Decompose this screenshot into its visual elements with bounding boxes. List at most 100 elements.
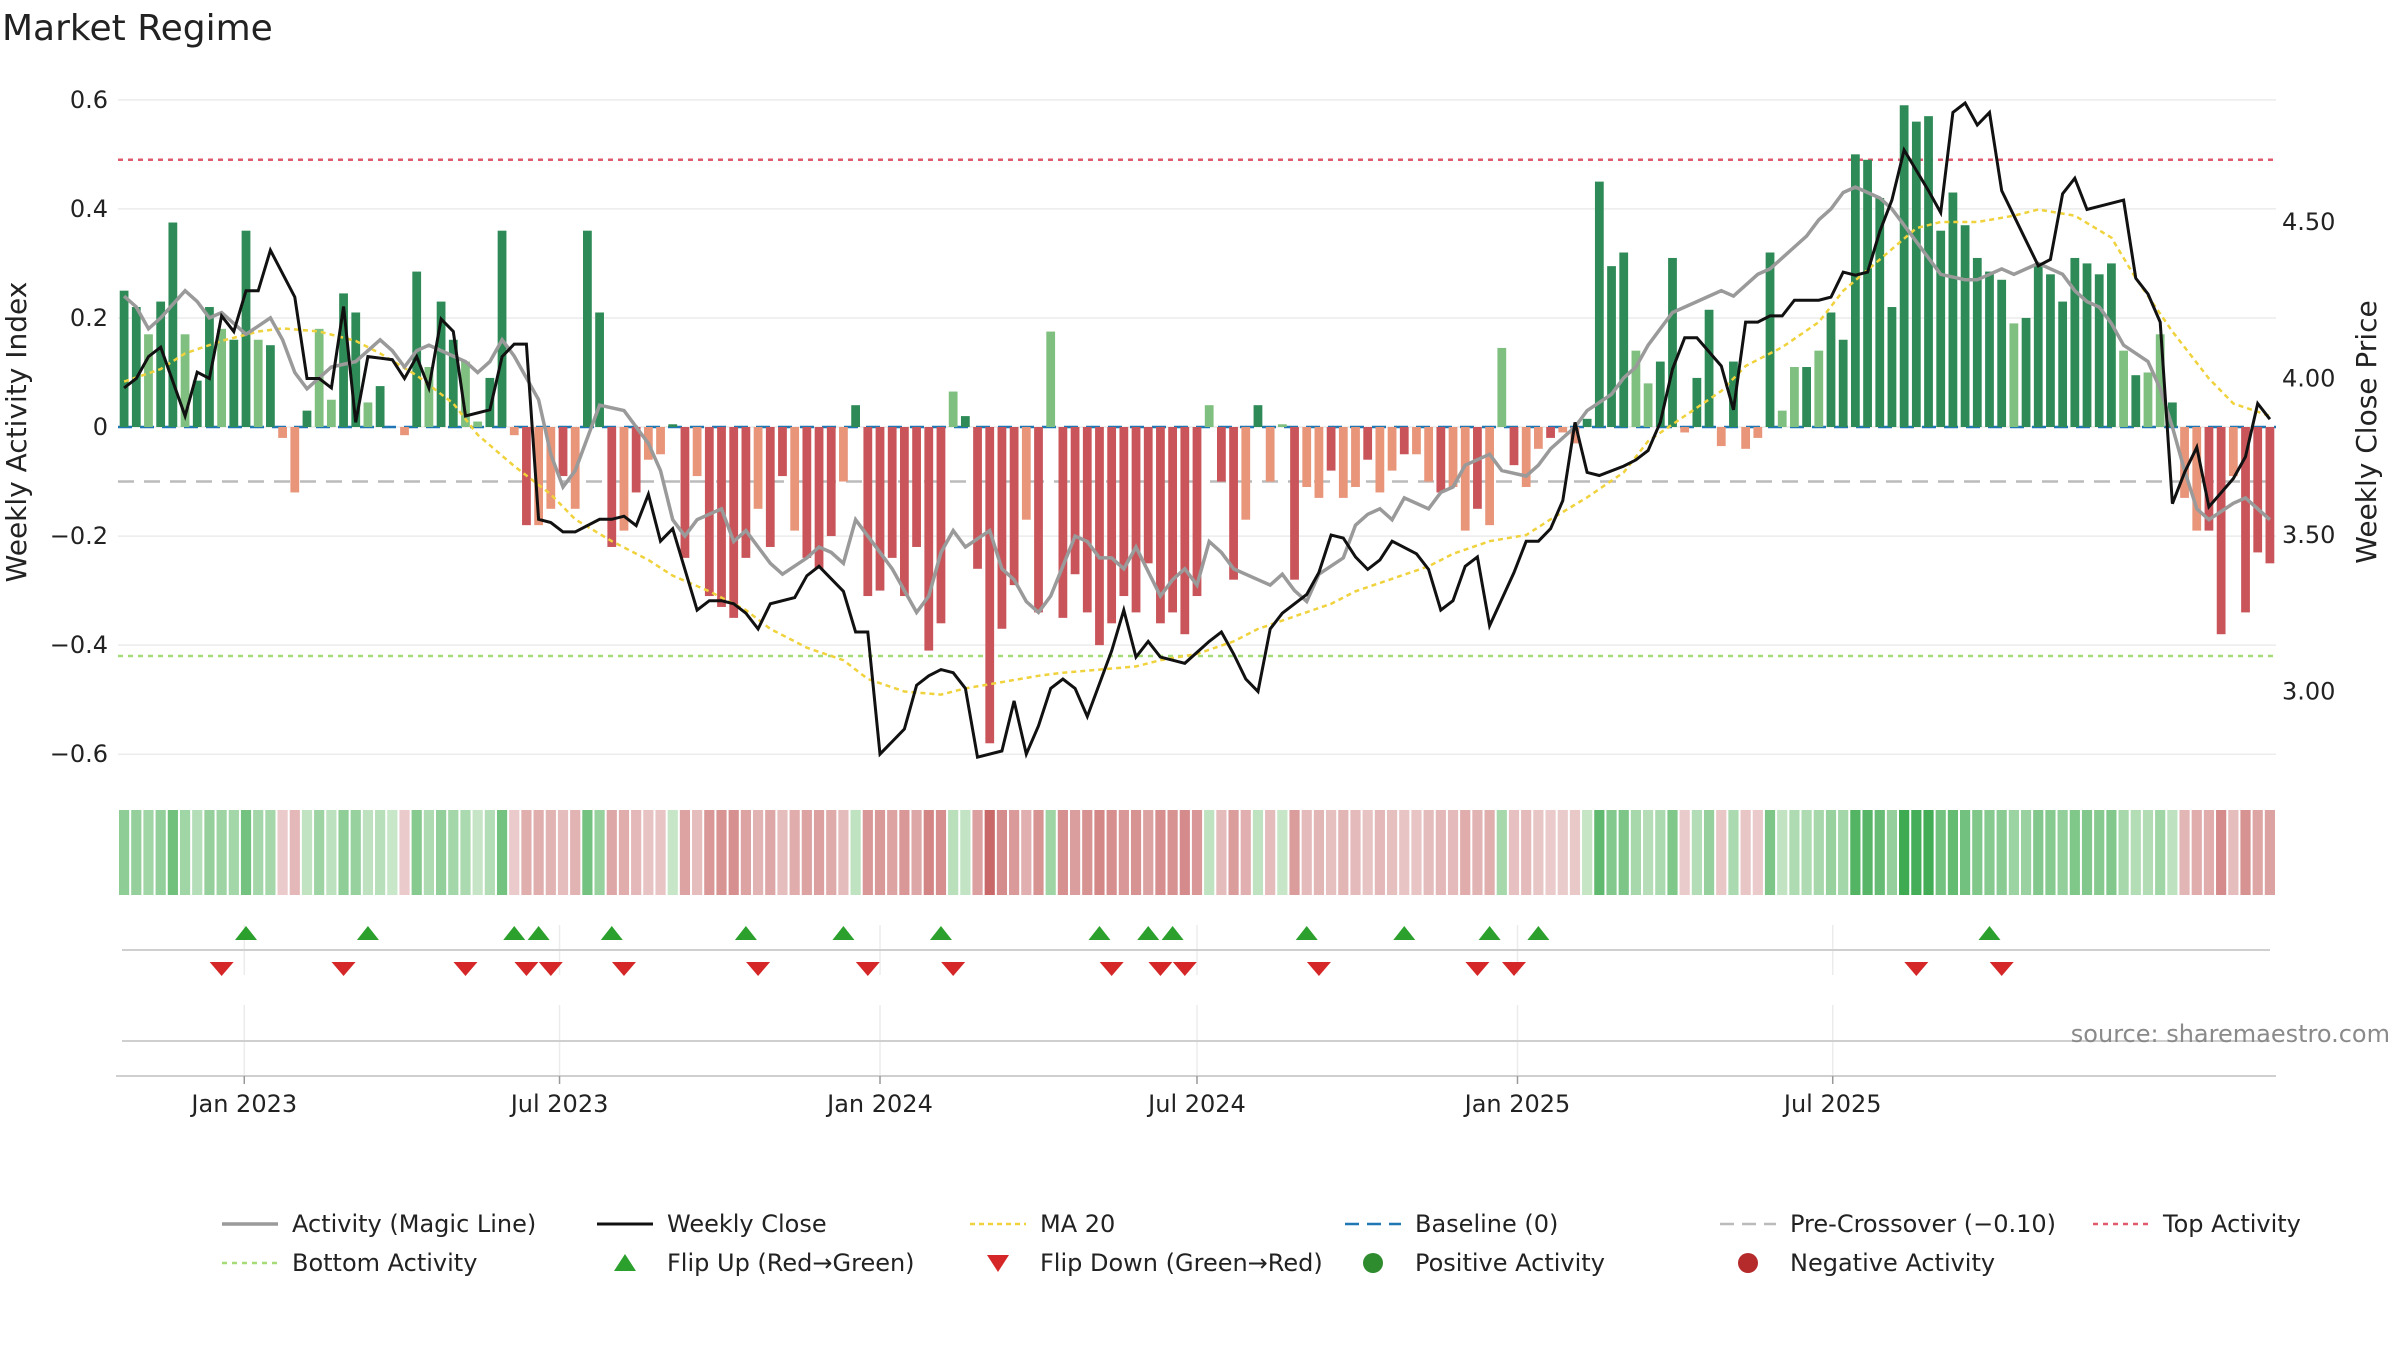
activity-bar xyxy=(948,391,958,427)
activity-bar xyxy=(1034,427,1043,613)
activity-bar xyxy=(192,380,202,427)
regime-cell xyxy=(1728,810,1739,895)
activity-bar xyxy=(1302,427,1312,487)
activity-bar xyxy=(1777,410,1787,427)
activity-bar xyxy=(1655,361,1665,427)
activity-bar xyxy=(278,427,287,438)
regime-cell xyxy=(1935,810,1946,895)
flip-down-marker xyxy=(1465,962,1490,976)
legend-item: Bottom Activity xyxy=(222,1249,477,1277)
regime-cell xyxy=(1655,810,1666,895)
regime-cell xyxy=(1923,810,1934,895)
regime-cell xyxy=(2118,810,2129,895)
regime-cell xyxy=(1191,810,1203,895)
activity-bar xyxy=(863,427,873,597)
regime-cell xyxy=(838,810,849,895)
regime-cell xyxy=(1386,810,1398,895)
regime-cell xyxy=(1069,810,1081,895)
flip-down-marker xyxy=(514,962,539,976)
activity-bar xyxy=(765,427,775,547)
activity-bar xyxy=(1924,116,1933,427)
regime-cell xyxy=(1057,810,1068,895)
activity-bar xyxy=(497,230,507,427)
regime-cell xyxy=(2179,810,2190,895)
activity-bar xyxy=(241,230,251,427)
activity-bar xyxy=(2082,263,2092,427)
regime-cell xyxy=(874,810,886,895)
activity-bar xyxy=(1753,427,1763,438)
flip-down-marker xyxy=(331,962,356,976)
activity-bar xyxy=(2216,427,2226,635)
activity-bar xyxy=(1107,427,1117,624)
activity-bar xyxy=(1290,427,1299,580)
activity-bar xyxy=(1424,427,1434,482)
x-tick-label: Jul 2024 xyxy=(1146,1090,1246,1118)
flip-down-marker xyxy=(941,962,966,976)
regime-cell xyxy=(1045,810,1056,895)
regime-cell xyxy=(1984,810,1995,895)
regime-cell xyxy=(2216,810,2227,895)
activity-bar xyxy=(1046,331,1056,427)
regime-cell xyxy=(887,810,898,895)
activity-bar xyxy=(168,222,178,427)
flip-up-marker xyxy=(503,926,526,940)
flip-up-marker xyxy=(1527,926,1550,940)
regime-cell xyxy=(1740,810,1751,895)
flip-down-marker xyxy=(1306,962,1331,976)
activity-bar xyxy=(1741,427,1751,449)
regime-cell xyxy=(765,810,776,895)
regime-cell xyxy=(2094,810,2105,895)
regime-cell xyxy=(704,810,715,895)
activity-bar xyxy=(1509,427,1519,466)
activity-bar xyxy=(1899,105,1909,427)
activity-bar xyxy=(2058,301,2068,427)
activity-bar xyxy=(704,427,714,597)
legend-label: Positive Activity xyxy=(1415,1249,1605,1277)
activity-bar xyxy=(2155,334,2165,427)
regime-cell xyxy=(1789,810,1800,895)
activity-bar xyxy=(339,293,348,427)
flip-down-marker xyxy=(746,962,771,976)
y-axis-right-title: Weekly Close Price xyxy=(2350,300,2383,563)
activity-bar xyxy=(960,416,970,427)
activity-bar xyxy=(692,427,702,477)
legend-swatch xyxy=(614,1254,636,1271)
regime-cell xyxy=(2155,810,2166,895)
regime-cell xyxy=(1435,810,1446,895)
regime-cell xyxy=(789,810,800,895)
regime-cell xyxy=(1338,810,1349,895)
activity-bar xyxy=(119,290,129,427)
regime-cell xyxy=(1667,810,1678,895)
activity-bar xyxy=(253,339,263,427)
activity-bar xyxy=(1521,427,1531,487)
activity-bar xyxy=(1485,427,1494,526)
regime-cell xyxy=(1862,810,1873,895)
flip-down-marker xyxy=(611,962,636,976)
regime-cell xyxy=(740,810,751,895)
activity-bar xyxy=(1911,121,1921,427)
activity-bar xyxy=(1814,350,1824,427)
activity-bar xyxy=(1412,427,1421,455)
regime-cell xyxy=(411,810,422,895)
regime-cell xyxy=(1082,810,1093,895)
activity-bar xyxy=(424,367,434,427)
y-left-tick-label: 0.6 xyxy=(70,86,108,114)
activity-bar xyxy=(1643,383,1653,427)
regime-cell xyxy=(752,810,764,895)
regime-cell xyxy=(2033,810,2044,895)
activity-bar xyxy=(1850,154,1860,427)
flip-down-marker xyxy=(1099,962,1124,976)
regime-cell xyxy=(1630,810,1642,895)
magic-line xyxy=(122,185,2272,616)
activity-bar xyxy=(1619,252,1629,427)
regime-cell xyxy=(1972,810,1983,895)
regime-cell xyxy=(618,810,630,895)
activity-bar xyxy=(217,328,227,427)
activity-bar xyxy=(839,427,848,482)
y-left-tick-label: 0.2 xyxy=(70,304,108,332)
flip-down-marker xyxy=(1172,962,1197,976)
activity-bar xyxy=(887,427,897,558)
activity-bar xyxy=(826,427,836,537)
regime-cell xyxy=(655,810,666,895)
activity-bar xyxy=(1265,427,1275,482)
